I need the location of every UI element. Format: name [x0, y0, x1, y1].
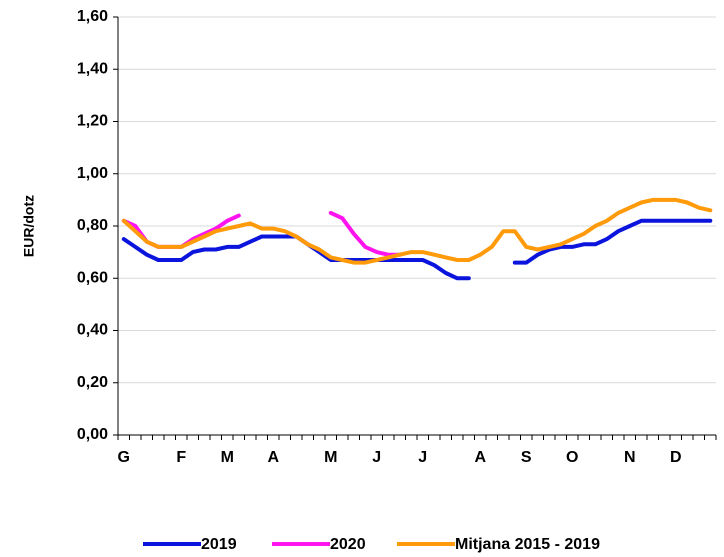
x-tick-label: M: [221, 449, 234, 466]
x-tick-label: A: [474, 449, 486, 466]
y-tick-label: 1,00: [77, 165, 108, 182]
y-tick-label: 0,60: [77, 269, 108, 286]
series-line: [121, 197, 713, 265]
x-tick-label: F: [176, 449, 186, 466]
y-tick-label: 0,00: [77, 426, 108, 443]
legend-label: 2019: [201, 536, 237, 553]
y-tick-label: 0,40: [77, 322, 108, 339]
y-tick-label: 0,20: [77, 374, 108, 391]
x-tick-label: J: [372, 449, 381, 466]
x-tick-label: M: [324, 449, 337, 466]
x-tick-label: G: [118, 449, 130, 466]
x-tick-label: N: [624, 449, 636, 466]
y-tick-label: 0,80: [77, 217, 108, 234]
x-tick-label: D: [670, 449, 682, 466]
x-tick-label: J: [418, 449, 427, 466]
x-tick-label: S: [521, 449, 532, 466]
y-tick-label: 1,20: [77, 113, 108, 130]
y-axis-label: EUR/dotz: [21, 195, 37, 257]
y-tick-label: 1,40: [77, 60, 108, 77]
legend-label: Mitjana 2015 - 2019: [455, 536, 600, 553]
x-tick-label: O: [566, 449, 578, 466]
legend-label: 2020: [330, 536, 366, 553]
y-tick-label: 1,60: [77, 8, 108, 25]
x-tick-label: A: [267, 449, 279, 466]
